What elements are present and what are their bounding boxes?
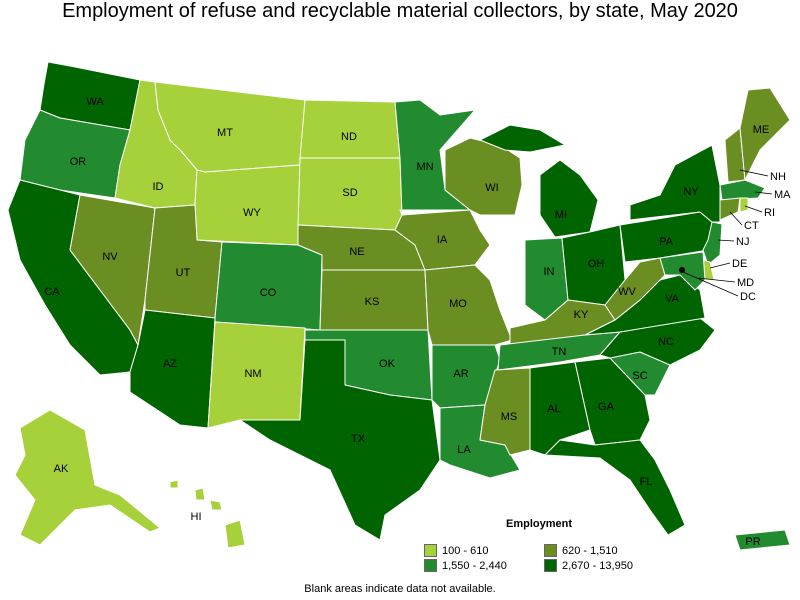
label-WV: WV	[618, 286, 636, 298]
state-AK[interactable]	[14, 409, 161, 546]
label-WI: WI	[485, 182, 498, 194]
label-TX: TX	[351, 433, 366, 445]
legend-swatch	[544, 544, 557, 557]
label-HI: HI	[191, 511, 202, 523]
label-IN: IN	[544, 266, 555, 278]
legend-label: 100 - 610	[442, 544, 489, 557]
label-PA: PA	[659, 236, 674, 248]
state-HI[interactable]	[169, 479, 246, 549]
state-PR[interactable]	[734, 529, 791, 551]
label-CT: CT	[744, 220, 759, 232]
legend-item: 1,550 - 2,440	[424, 559, 544, 572]
label-ID: ID	[153, 181, 164, 193]
label-WY: WY	[243, 207, 261, 219]
legend-item: 100 - 610	[424, 544, 544, 557]
label-TN: TN	[552, 346, 567, 358]
label-NH: NH	[770, 171, 786, 183]
blank-areas-note: Blank areas indicate data not available.	[304, 583, 496, 595]
legend-item: 2,670 - 13,950	[544, 559, 664, 572]
label-NE: NE	[349, 246, 364, 258]
legend-label: 620 - 1,510	[562, 544, 618, 557]
label-IA: IA	[437, 234, 448, 246]
label-MA: MA	[774, 189, 791, 201]
state-CT[interactable]	[719, 197, 741, 221]
legend-item: 620 - 1,510	[544, 544, 664, 557]
label-CO: CO	[260, 287, 277, 299]
label-WA: WA	[86, 96, 104, 108]
state-IL[interactable]	[474, 214, 526, 341]
label-NY: NY	[683, 186, 699, 198]
label-AR: AR	[453, 368, 468, 380]
map-title: Employment of refuse and recyclable mate…	[62, 0, 738, 22]
state-DC[interactable]	[679, 267, 685, 273]
state-CO[interactable]	[214, 241, 323, 331]
label-OR: OR	[70, 156, 87, 168]
label-ME: ME	[753, 124, 770, 136]
label-NM: NM	[244, 368, 261, 380]
state-FL[interactable]	[544, 439, 686, 536]
label-SC: SC	[632, 370, 647, 382]
state-RI[interactable]	[739, 197, 749, 213]
legend-swatch	[424, 544, 437, 557]
label-NJ: NJ	[736, 236, 749, 248]
label-KS: KS	[365, 296, 380, 308]
label-DC: DC	[740, 291, 756, 303]
state-TX[interactable]	[239, 339, 441, 541]
label-KY: KY	[574, 309, 589, 321]
state-NY[interactable]	[629, 144, 721, 223]
state-ND[interactable]	[299, 99, 401, 159]
state-MA[interactable]	[719, 179, 766, 201]
label-MS: MS	[501, 411, 518, 423]
label-OH: OH	[588, 258, 605, 270]
label-MD: MD	[737, 277, 754, 289]
label-LA: LA	[457, 444, 471, 456]
label-AK: AK	[54, 463, 69, 475]
label-OK: OK	[379, 358, 396, 370]
label-MO: MO	[449, 298, 467, 310]
label-MN: MN	[416, 161, 433, 173]
label-NV: NV	[102, 251, 118, 263]
legend-swatch	[424, 559, 437, 572]
label-ND: ND	[341, 131, 357, 143]
label-MI: MI	[555, 209, 567, 221]
state-WY[interactable]	[194, 164, 301, 246]
label-UT: UT	[176, 267, 191, 279]
label-AL: AL	[547, 403, 560, 415]
label-AZ: AZ	[163, 358, 177, 370]
legend-title: Employment	[505, 518, 572, 530]
state-MI-upper[interactable]	[479, 124, 566, 153]
label-CA: CA	[44, 286, 60, 298]
state-labels: WA OR CA NV ID MT WY UT AZ CO NM ND SD N…	[44, 96, 791, 548]
label-FL: FL	[640, 476, 653, 488]
label-GA: GA	[598, 401, 615, 413]
legend-label: 2,670 - 13,950	[562, 559, 633, 572]
label-DE: DE	[732, 258, 747, 270]
state-MI[interactable]	[539, 159, 599, 238]
label-PR: PR	[745, 536, 760, 548]
label-SD: SD	[342, 187, 357, 199]
legend-label: 1,550 - 2,440	[442, 559, 507, 572]
label-VA: VA	[665, 293, 680, 305]
label-MT: MT	[217, 127, 233, 139]
label-NC: NC	[658, 336, 674, 348]
label-RI: RI	[764, 207, 775, 219]
legend-swatch	[544, 559, 557, 572]
legend: Employment 100 - 610 620 - 1,510 1,550 -…	[424, 518, 654, 572]
